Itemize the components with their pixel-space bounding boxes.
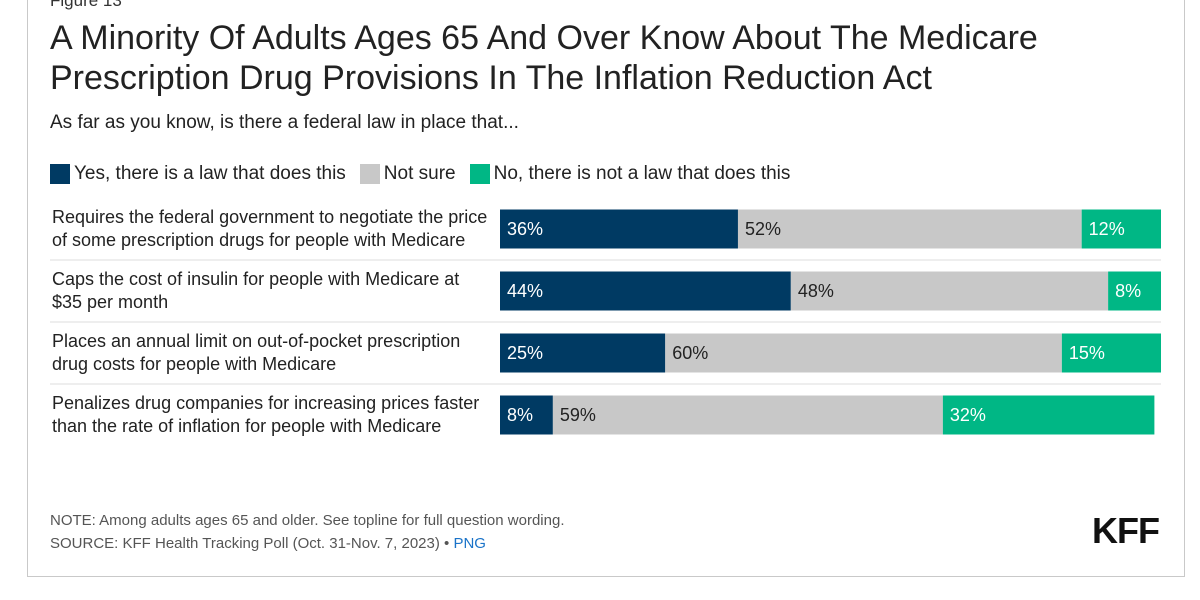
bar-segment [1061,333,1161,373]
value-label: 44% [507,281,543,301]
note: NOTE: Among adults ages 65 and older. Se… [50,512,565,529]
card [27,0,1185,577]
bar-segment [500,333,666,373]
bar-segment [1108,271,1161,311]
value-label: 52% [745,219,781,239]
category-label: Places an annual limit on out-of-pocket … [52,331,461,374]
bar-segment [500,271,791,311]
legend-item: No, there is not a law that does this [469,163,791,185]
chart-title: A Minority Of Adults Ages 65 And Over Kn… [50,19,1038,97]
source-text: SOURCE: KFF Health Tracking Poll (Oct. 3… [50,535,450,552]
bar-segment [665,333,1062,373]
legend-label: No, there is not a law that does this [493,163,791,184]
legend-swatch [50,164,70,184]
png-link[interactable]: PNG [453,535,486,552]
category-label: Penalizes drug companies for increasing … [52,393,480,436]
bar-segment [500,395,553,435]
bar-segment [942,395,1155,435]
figure-label: Figure 13 [50,0,122,10]
source: SOURCE: KFF Health Tracking Poll (Oct. 3… [50,535,486,552]
category-label: Requires the federal government to negot… [52,207,488,250]
value-label: 15% [1069,343,1105,363]
value-label: 8% [1115,281,1141,301]
value-label: 8% [507,405,533,425]
legend-item: Yes, there is a law that does this [50,163,346,185]
value-label: 25% [507,343,543,363]
chart-subtitle: As far as you know, is there a federal l… [50,112,519,133]
value-label: 12% [1089,219,1125,239]
value-label: 60% [672,343,708,363]
value-label: 48% [798,281,834,301]
value-label: 36% [507,219,543,239]
category-label: Caps the cost of insulin for people with… [52,269,460,312]
legend-swatch [359,164,380,184]
bar-segment [1081,209,1161,249]
value-label: 32% [950,405,986,425]
bar-segment [737,209,1082,249]
bar-segment [790,271,1109,311]
legend: Yes, there is a law that does this Not su… [50,163,804,185]
logo: KFF [1092,510,1160,551]
value-label: 59% [560,405,596,425]
legend-item: Not sure [359,163,456,185]
bar-segment [552,395,943,435]
bar-segment [500,209,738,249]
legend-label: Yes, there is a law that does this [74,163,346,184]
legend-label: Not sure [383,163,456,184]
legend-swatch [469,164,490,184]
